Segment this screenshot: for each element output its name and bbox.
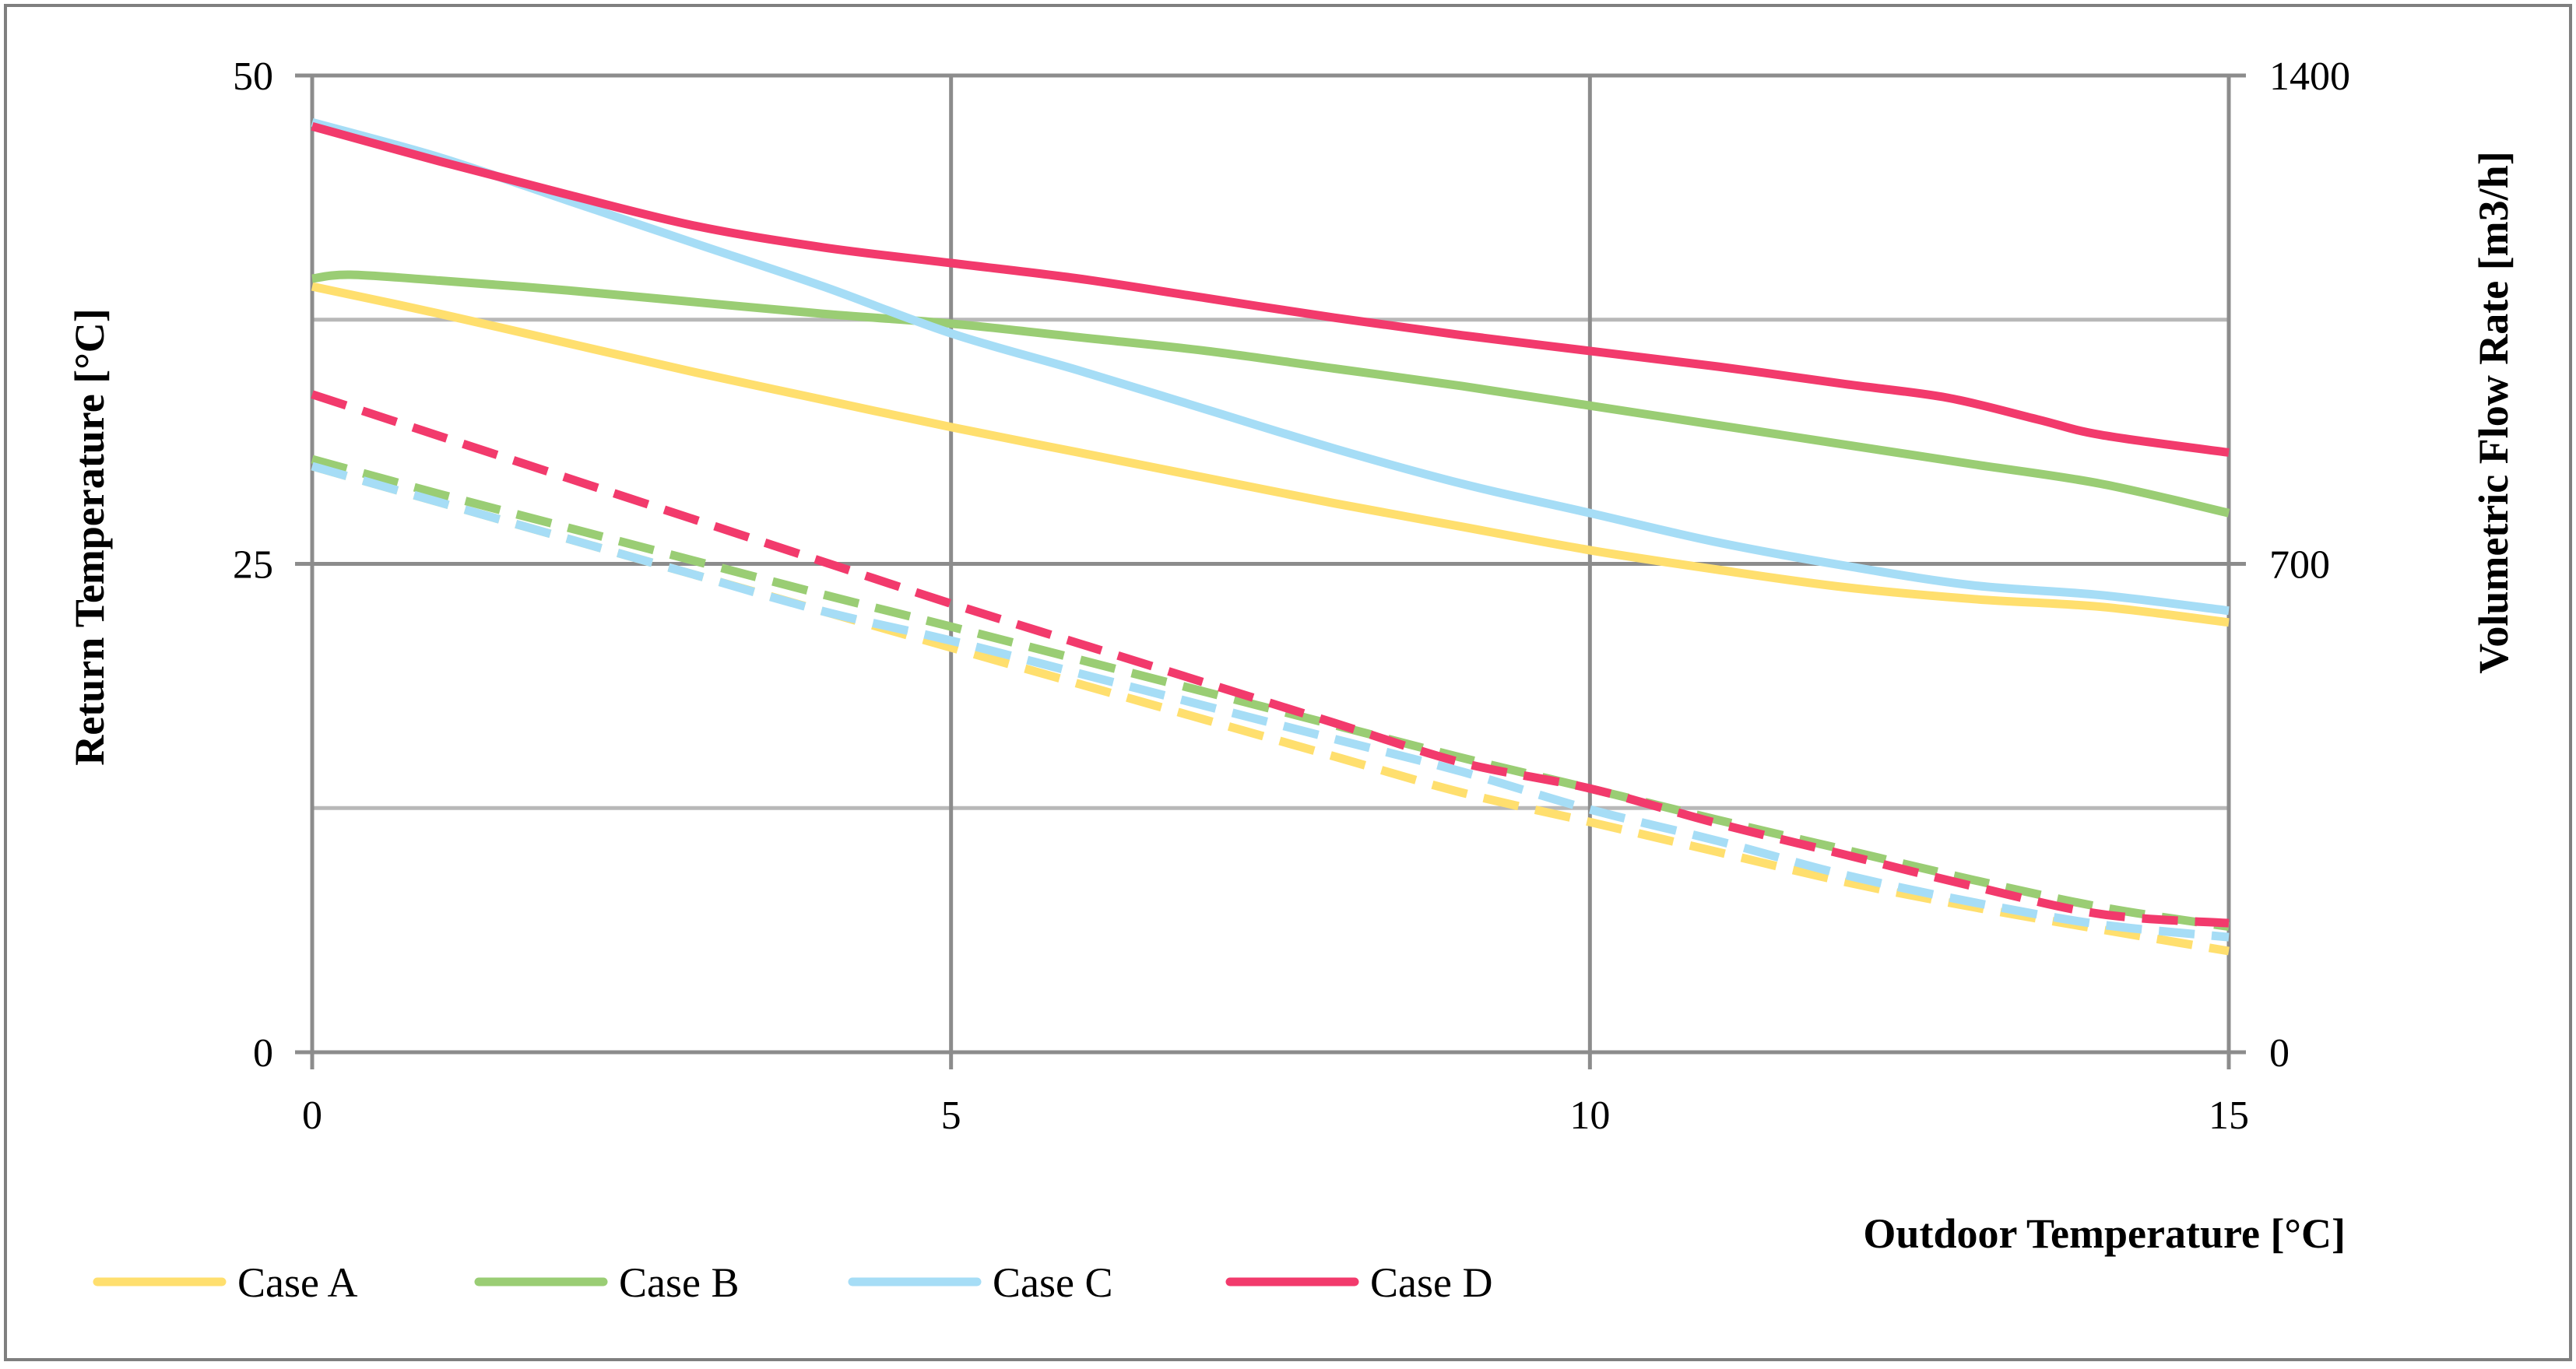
y-tick-label-1: 25	[233, 543, 273, 588]
y-axis-title: Return Temperature [°C]	[66, 308, 113, 766]
x-tick-label-0: 0	[302, 1093, 322, 1138]
y-tick-label-0: 0	[253, 1031, 273, 1076]
series-case-b-flow	[311, 455, 2230, 932]
y-tick-label-2: 50	[233, 54, 273, 99]
series-case-c-flow	[311, 462, 2230, 942]
legend-label-case-d: Case D	[1370, 1259, 1492, 1306]
x-tick-label-3: 15	[2209, 1093, 2249, 1138]
series-case-d-flow	[311, 390, 2230, 928]
legend-item-case-d: Case D	[1225, 1259, 1492, 1306]
legend: Case A Case B Case C Case D	[93, 1259, 1492, 1306]
series-case-d	[311, 121, 2230, 457]
y2-tick-label-0: 0	[2269, 1031, 2290, 1076]
legend-label-case-c: Case C	[993, 1259, 1113, 1306]
series-case-c	[311, 118, 2230, 616]
axes	[295, 73, 2246, 1069]
x-axis-title: Outdoor Temperature [°C]	[1863, 1210, 2346, 1257]
x-tick-label-1: 5	[941, 1093, 961, 1138]
y2-tick-label-1: 700	[2269, 543, 2330, 588]
legend-item-case-a: Case A	[93, 1259, 358, 1306]
tick-labels: 0 5 10 15 0 25 50 0 700 1400	[233, 54, 2350, 1138]
chart-frame	[4, 4, 2572, 1361]
plot-area	[311, 118, 2230, 956]
y2-axis-title: Volumetric Flow Rate [m3/h]	[2470, 151, 2517, 673]
legend-label-case-a: Case A	[237, 1259, 358, 1306]
legend-item-case-c: Case C	[848, 1259, 1113, 1306]
series-case-b	[311, 270, 2230, 518]
y2-tick-label-2: 1400	[2269, 54, 2350, 99]
series-case-a	[311, 282, 2230, 627]
legend-label-case-b: Case B	[619, 1259, 740, 1306]
x-tick-label-2: 10	[1569, 1093, 1610, 1138]
legend-item-case-b: Case B	[474, 1259, 740, 1306]
